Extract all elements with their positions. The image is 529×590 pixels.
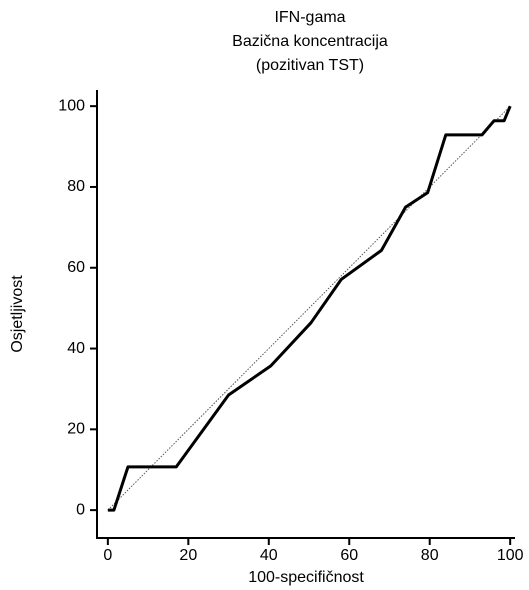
y-tick-label: 40 <box>67 340 85 357</box>
x-tick-label: 40 <box>260 547 278 564</box>
chart-title: IFN-gama <box>274 9 345 26</box>
y-axis-label: Osjetljivost <box>9 275 26 353</box>
x-tick-label: 20 <box>179 547 197 564</box>
x-tick-label: 0 <box>103 547 112 564</box>
x-tick-label: 60 <box>340 547 358 564</box>
roc-curve <box>107 105 512 512</box>
y-tick-label: 60 <box>67 259 85 276</box>
chart-title: (pozitivan TST) <box>256 57 364 74</box>
reference-diagonal <box>107 105 511 511</box>
y-tick-label: 100 <box>58 97 85 114</box>
y-tick-label: 0 <box>76 501 85 518</box>
y-tick-label: 80 <box>67 178 85 195</box>
y-tick-label: 20 <box>67 421 85 438</box>
x-tick-label: 100 <box>497 547 524 564</box>
x-axis-label: 100-specifičnost <box>248 569 364 586</box>
x-tick-label: 80 <box>421 547 439 564</box>
chart-title: Bazična koncentracija <box>232 33 388 50</box>
